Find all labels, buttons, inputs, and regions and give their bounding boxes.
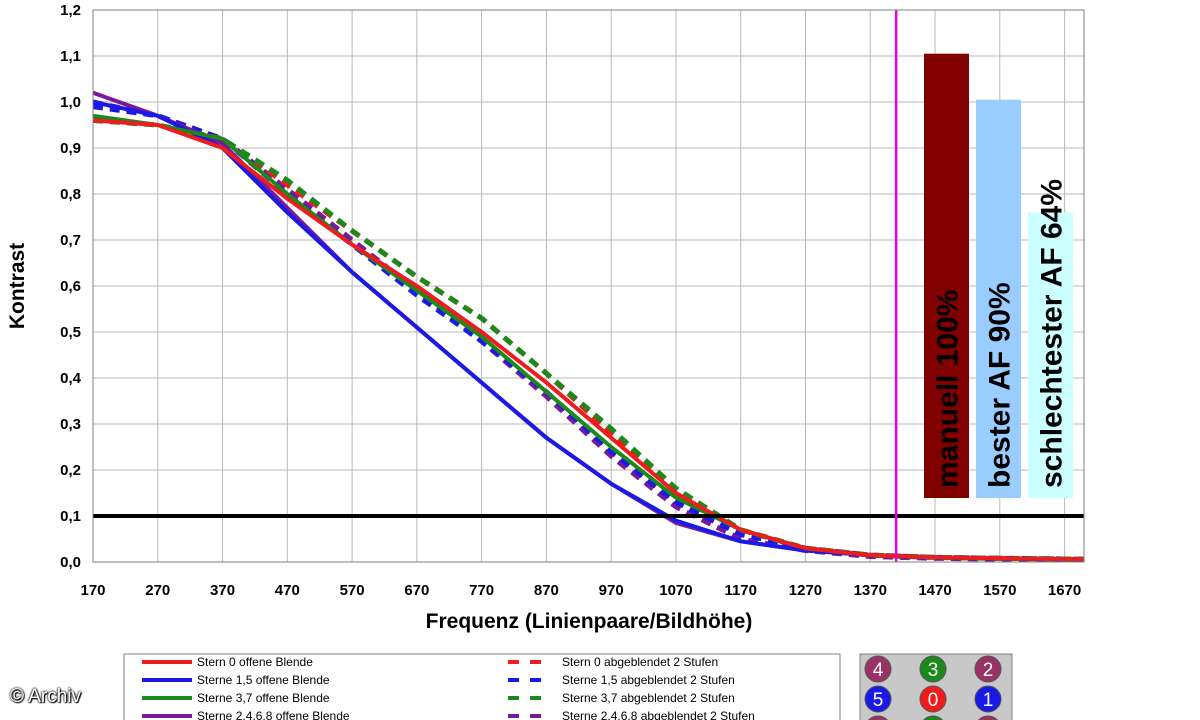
star-badge bbox=[919, 685, 947, 713]
star-badge-label: 0 bbox=[928, 690, 939, 711]
star-badge bbox=[919, 655, 947, 683]
star-badge bbox=[864, 655, 892, 683]
y-tick-label: 0,3 bbox=[60, 416, 81, 433]
y-tick-label: 0,7 bbox=[60, 232, 81, 249]
x-tick-labels: 170 270 370 470 570 670 770 870 970 1070 1170 1270 1… bbox=[80, 582, 1081, 599]
y-tick-label: 1,2 bbox=[60, 2, 81, 19]
copyright-label: © Archiv bbox=[10, 686, 82, 707]
x-tick-label: 670 bbox=[404, 582, 429, 599]
series-lines bbox=[92, 10, 1085, 563]
star-badge bbox=[974, 685, 1002, 713]
star-badge-label: 4 bbox=[873, 660, 884, 681]
legend: Stern 0 offene Blende Sterne 1,5 offene B… bbox=[123, 653, 841, 720]
x-tick-label: 170 bbox=[80, 582, 105, 599]
x-tick-label: 770 bbox=[469, 582, 494, 599]
x-tick-label: 1370 bbox=[854, 582, 887, 599]
bar bbox=[976, 99, 1021, 498]
x-tick-label: 1270 bbox=[789, 582, 822, 599]
y-tick-label: 0,6 bbox=[60, 278, 81, 295]
y-axis-title: Kontrast bbox=[6, 243, 29, 329]
x-tick-label: 1170 bbox=[724, 582, 757, 599]
x-tick-label: 1570 bbox=[983, 582, 1016, 599]
star-badge-label: 1 bbox=[983, 690, 994, 711]
plot-frame bbox=[92, 9, 1085, 563]
x-tick-label: 1470 bbox=[918, 582, 951, 599]
bars: manuell 100% bester AF 90% schlechtester A… bbox=[924, 53, 1073, 498]
y-tick-label: 0,1 bbox=[60, 508, 81, 525]
x-tick-label: 270 bbox=[145, 582, 170, 599]
y-tick-label: 1,0 bbox=[60, 94, 81, 111]
bar-label: bester AF 90% bbox=[984, 282, 1017, 488]
bar-label: manuell 100% bbox=[932, 290, 965, 488]
legend-label: Sterne 3,7 abgeblendet 2 Stufen bbox=[562, 691, 735, 705]
bar-label: schlechtester AF 64% bbox=[1036, 179, 1069, 488]
star-badge-partial bbox=[977, 715, 999, 720]
legend-label: Sterne 3,7 offene Blende bbox=[197, 691, 330, 705]
bar bbox=[924, 53, 969, 498]
star-badge-partial bbox=[922, 715, 944, 720]
legend-label: Stern 0 offene Blende bbox=[197, 655, 313, 669]
x-tick-label: 1070 bbox=[659, 582, 692, 599]
legend-label: Sterne 1,5 offene Blende bbox=[197, 673, 330, 687]
y-tick-label: 0,9 bbox=[60, 140, 81, 157]
y-tick-label: 0,4 bbox=[60, 370, 82, 387]
x-tick-label: 1670 bbox=[1048, 582, 1081, 599]
y-tick-label: 0,2 bbox=[60, 462, 81, 479]
series-line bbox=[92, 118, 1085, 562]
x-tick-label: 570 bbox=[340, 582, 365, 599]
x-axis-title: Frequenz (Linienpaare/Bildhöhe) bbox=[426, 610, 753, 633]
legend-label: Stern 0 abgeblendet 2 Stufen bbox=[562, 655, 718, 669]
star-badge-label: 2 bbox=[983, 660, 994, 681]
star-badge bbox=[974, 655, 1002, 683]
legend-label: Sterne 2,4,6,8 abgeblendet 2 Stufen bbox=[562, 709, 755, 720]
bar bbox=[1028, 212, 1073, 498]
y-tick-label: 1,1 bbox=[60, 48, 81, 65]
y-tick-label: 0,5 bbox=[60, 324, 81, 341]
star-badge-label: 3 bbox=[928, 660, 939, 681]
x-tick-label: 870 bbox=[534, 582, 559, 599]
y-tick-label: 0,0 bbox=[60, 554, 81, 571]
legend-label: Sterne 2,4,6,8 offene Blende bbox=[197, 709, 350, 720]
star-badge-label: 5 bbox=[873, 690, 884, 711]
star-badge bbox=[864, 685, 892, 713]
x-tick-label: 470 bbox=[275, 582, 300, 599]
legend-box bbox=[123, 653, 841, 720]
x-tick-label: 370 bbox=[210, 582, 235, 599]
x-tick-label: 970 bbox=[599, 582, 624, 599]
star-badges: 4 3 2 5 0 1 bbox=[859, 653, 1013, 720]
y-tick-labels: 0,0 0,1 0,2 0,3 0,4 0,5 0,6 0,7 0,8 0,9 1,0 1,1 1,2 bbox=[60, 2, 82, 571]
y-tick-label: 0,8 bbox=[60, 186, 81, 203]
legend-label: Sterne 1,5 abgeblendet 2 Stufen bbox=[562, 673, 735, 687]
star-badge-partial bbox=[867, 715, 889, 720]
